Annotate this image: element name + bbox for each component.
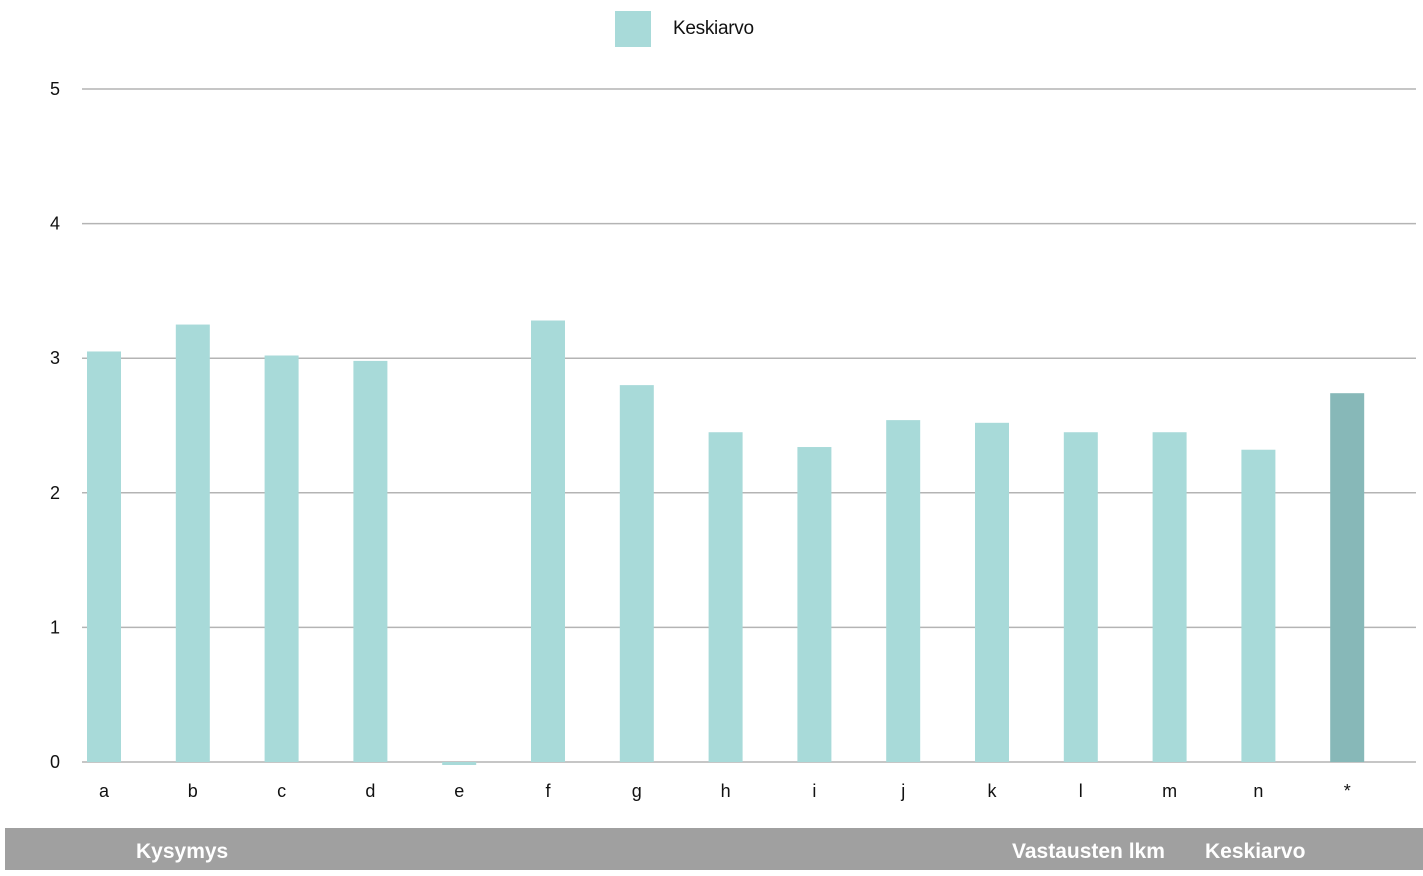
- bar-e: [442, 762, 477, 765]
- bar-d: [353, 360, 388, 762]
- y-tick-label: 4: [50, 214, 60, 234]
- bar-c: [264, 355, 299, 762]
- y-tick-label: 3: [50, 348, 60, 368]
- x-tick-label: g: [632, 781, 642, 801]
- y-axis-tick-labels: 0 1 2 3 4 5: [50, 79, 60, 772]
- bar-n: [1241, 449, 1276, 762]
- column-header-question: Kysymys: [136, 840, 229, 863]
- x-tick-label: m: [1162, 781, 1177, 801]
- x-tick-label: j: [900, 781, 905, 801]
- bar-l: [1063, 432, 1098, 762]
- bar-a: [87, 351, 121, 762]
- x-tick-label: *: [1344, 781, 1351, 801]
- x-tick-label: h: [721, 781, 731, 801]
- legend-label: Keskiarvo: [673, 18, 754, 39]
- y-tick-label: 5: [50, 79, 60, 99]
- column-header-count: Vastausten lkm: [1012, 840, 1165, 863]
- x-tick-label: f: [545, 781, 551, 801]
- bar-b: [175, 324, 210, 762]
- table-header-row: Kysymys Vastausten lkm Keskiarvo: [5, 828, 1423, 870]
- x-axis-category-labels: a b c d e f g h i j k l m n *: [99, 781, 1351, 801]
- bar-k: [975, 422, 1009, 762]
- legend-swatch: [615, 11, 651, 47]
- column-header-mean: Keskiarvo: [1205, 840, 1306, 863]
- bar-m: [1152, 432, 1187, 762]
- x-tick-label: l: [1079, 781, 1083, 801]
- bar-i: [797, 447, 832, 762]
- bar-total: [1330, 393, 1365, 762]
- bar-g: [619, 385, 654, 762]
- x-tick-label: n: [1253, 781, 1263, 801]
- x-tick-label: d: [365, 781, 375, 801]
- y-tick-label: 0: [50, 752, 60, 772]
- bar-j: [886, 420, 921, 762]
- y-tick-label: 1: [50, 617, 60, 637]
- y-tick-label: 2: [50, 483, 60, 503]
- x-tick-label: c: [277, 781, 286, 801]
- bars: [87, 320, 1365, 765]
- x-tick-label: e: [454, 781, 464, 801]
- x-tick-label: k: [988, 781, 998, 801]
- bar-chart: 0 1 2 3 4 5 a b c d e f g h i j k l m n *: [50, 79, 1416, 801]
- x-tick-label: i: [812, 781, 816, 801]
- gridlines: [82, 88, 1416, 763]
- legend: Keskiarvo: [615, 11, 754, 47]
- x-tick-label: a: [99, 781, 110, 801]
- bar-f: [531, 320, 565, 762]
- bar-h: [708, 432, 743, 762]
- x-tick-label: b: [188, 781, 198, 801]
